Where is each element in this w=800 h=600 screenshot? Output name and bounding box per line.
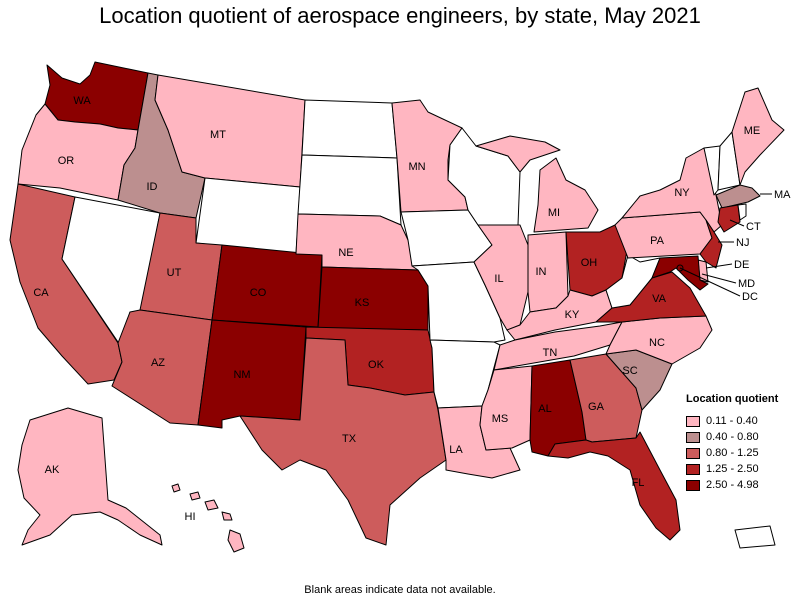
state-label-OR: OR [58,155,75,167]
state-label-NE: NE [338,247,353,259]
state-label-ME: ME [744,125,761,137]
state-label-ID: ID [147,181,158,193]
state-label-MT: MT [210,129,226,141]
state-label-NY: NY [674,187,690,199]
state-label-DC: DC [742,291,758,303]
state-label-FL: FL [632,477,645,489]
state-label-OH: OH [581,257,598,269]
legend-swatch-1 [686,431,700,443]
state-TX [239,337,447,546]
state-label-IL: IL [494,273,503,285]
state-label-MN: MN [408,161,425,173]
legend-label-3: 1.25 - 2.50 [706,463,759,475]
state-FL [547,431,681,541]
state-HI [171,483,245,553]
state-label-KS: KS [355,297,370,309]
state-label-NJ: NJ [736,237,749,249]
legend-label-1: 0.40 - 0.80 [706,431,759,443]
state-label-KY: KY [565,309,580,321]
legend-bin-2: 0.80 - 1.25 [686,445,796,461]
state-label-TX: TX [342,433,357,445]
legend-swatch-0 [686,415,700,427]
state-PR [734,525,776,549]
state-ME [731,87,785,186]
state-MD [651,255,709,291]
state-label-NM: NM [233,369,250,381]
state-CO [211,244,323,328]
state-label-HI: HI [185,511,196,523]
state-WY [195,177,301,255]
state-label-DE: DE [734,259,749,271]
state-label-AZ: AZ [151,357,165,369]
legend: Location quotient 0.11 - 0.40 0.40 - 0.8… [686,393,796,493]
state-label-CA: CA [33,287,49,299]
state-label-CO: CO [250,287,267,299]
footnote: Blank areas indicate data not available. [304,584,496,596]
state-label-SC: SC [622,365,637,377]
state-label-UT: UT [167,267,182,279]
state-label-WA: WA [73,95,91,107]
state-label-MS: MS [492,413,509,425]
legend-swatch-2 [686,447,700,459]
state-RI [737,203,747,221]
legend-label-4: 2.50 - 4.98 [706,479,759,491]
map-title: Location quotient of aerospace engineers… [99,3,701,28]
state-label-OK: OK [368,359,385,371]
state-ND [301,99,398,159]
state-label-MI: MI [548,207,560,219]
legend-bin-0: 0.11 - 0.40 [686,413,796,429]
state-label-CT: CT [746,221,761,233]
state-label-GA: GA [588,401,605,413]
legend-bin-1: 0.40 - 0.80 [686,429,796,445]
state-KS [317,266,429,331]
state-label-AK: AK [45,464,60,476]
state-label-MA: MA [774,189,791,201]
state-label-IN: IN [536,266,547,278]
legend-label-2: 0.80 - 1.25 [706,447,759,459]
state-KY [506,289,613,341]
legend-bin-4: 2.50 - 4.98 [686,477,796,493]
state-CT [717,204,741,233]
state-NM [197,319,307,429]
legend-title: Location quotient [686,393,779,405]
state-label-NC: NC [649,337,665,349]
state-label-VA: VA [652,293,667,305]
legend-bin-3: 1.25 - 2.50 [686,461,796,477]
leader-lines [679,193,772,297]
state-NJ [699,219,723,269]
state-label-PA: PA [650,235,665,247]
state-label-MD: MD [738,278,755,290]
state-label-AL: AL [538,403,551,415]
legend-swatch-3 [686,463,700,475]
state-label-LA: LA [449,444,463,456]
state-label-TN: TN [543,347,558,359]
state-MN [391,99,469,213]
state-AK [17,407,163,546]
legend-swatch-4 [686,479,700,491]
state-MI [475,135,599,233]
legend-label-0: 0.11 - 0.40 [706,415,758,427]
state-IN [527,231,569,313]
